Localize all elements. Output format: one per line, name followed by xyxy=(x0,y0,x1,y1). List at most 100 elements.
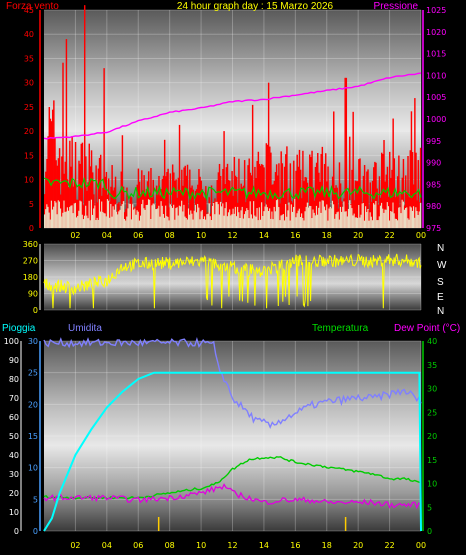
wind-base-bar xyxy=(160,201,162,228)
wind-bar xyxy=(335,185,337,228)
wind-bar xyxy=(49,118,52,228)
wind-base-bar xyxy=(130,219,133,228)
wind-bar xyxy=(166,172,168,228)
compass-w: W xyxy=(437,260,447,271)
wind-base-bar xyxy=(368,220,370,228)
wind-bar xyxy=(71,136,73,228)
wind-bar xyxy=(192,189,194,228)
wind-base-bar xyxy=(358,204,360,228)
wind-bar xyxy=(405,175,407,228)
wind-base-bar xyxy=(135,214,137,228)
wind-base-bar xyxy=(272,219,274,228)
wind-bar xyxy=(121,135,124,228)
wind-base-bar xyxy=(399,207,401,228)
wind-bar xyxy=(159,195,161,228)
wind-base-bar xyxy=(147,199,150,228)
wind-bar xyxy=(389,151,391,228)
wind-bar xyxy=(298,149,301,228)
wind-base-bar xyxy=(346,216,349,228)
wind-bar xyxy=(185,175,188,228)
wind-base-bar xyxy=(82,219,85,228)
x-tick-label-top-22: 22 xyxy=(384,231,394,240)
wind-base-bar xyxy=(71,205,73,228)
wind-bar xyxy=(278,163,280,228)
wind-base-bar xyxy=(138,220,141,228)
wind-base-bar xyxy=(56,214,59,228)
compass-n-top: N xyxy=(437,243,444,254)
wind-base-bar xyxy=(305,206,308,228)
wind-bar xyxy=(234,175,237,228)
wind-base-bar xyxy=(280,215,282,228)
wind-y-tick-25: 25 xyxy=(24,103,34,112)
wind-base-bar xyxy=(66,207,69,228)
wind-base-bar xyxy=(369,212,372,228)
wind-bar xyxy=(239,189,241,228)
wind-bar xyxy=(367,169,369,228)
wind-base-bar xyxy=(95,220,97,228)
wind-bar xyxy=(168,207,170,228)
wind-bar xyxy=(274,172,277,228)
wind-base-bar xyxy=(69,206,71,228)
wind-base-bar xyxy=(251,218,254,228)
wind-bar xyxy=(45,171,47,228)
wind-base-bar xyxy=(170,206,173,228)
wind-base-bar xyxy=(286,216,288,228)
wind-base-bar xyxy=(94,205,96,228)
wind-bar xyxy=(126,187,128,228)
wind-bar xyxy=(386,166,389,228)
wind-bar xyxy=(272,184,274,228)
wind-bar xyxy=(214,198,216,228)
wind-base-bar xyxy=(114,204,117,228)
wind-bar xyxy=(114,176,117,228)
wind-bar xyxy=(75,199,78,228)
wind-base-bar xyxy=(416,210,418,228)
wind-bar xyxy=(72,186,75,228)
wind-bar xyxy=(417,160,420,228)
wind-y-tick-40: 40 xyxy=(24,30,34,39)
wind-base-bar xyxy=(414,217,416,228)
wind-bar xyxy=(109,201,111,228)
wind-bar xyxy=(62,62,64,228)
x-tick-label-bottom-02: 02 xyxy=(70,541,80,550)
wind-base-bar xyxy=(103,213,105,228)
wind-base-bar xyxy=(113,209,116,228)
wind-base-bar xyxy=(374,204,376,228)
pressure-y-tick-985: 985 xyxy=(426,180,441,189)
wind-bar xyxy=(87,182,89,228)
wind-base-bar xyxy=(281,214,284,228)
pressure-label: Pressione xyxy=(374,1,419,12)
wind-base-bar xyxy=(75,217,78,228)
wind-base-bar xyxy=(57,200,60,228)
wind-base-bar xyxy=(184,216,186,228)
wind-base-bar xyxy=(67,210,70,228)
wind-base-bar xyxy=(419,202,422,228)
humidity-y-tick-100: 100 xyxy=(4,337,19,346)
wind-y-tick-10: 10 xyxy=(24,176,34,185)
humidity-line xyxy=(43,336,422,429)
wind-base-bar xyxy=(207,213,209,228)
wind-speed-label: Forza vento xyxy=(6,1,59,12)
wind-base-bar xyxy=(200,211,202,228)
wind-base-bar xyxy=(165,205,167,228)
wind-bar xyxy=(249,172,252,228)
wind-base-bar xyxy=(279,220,281,228)
wind-base-bar xyxy=(383,212,385,228)
wind-base-bar xyxy=(177,215,180,228)
wind-bar xyxy=(258,163,261,228)
wind-base-bar xyxy=(185,218,188,228)
wind-bar xyxy=(250,175,253,228)
wind-base-bar xyxy=(262,215,264,228)
wind-base-bar xyxy=(247,210,249,228)
wind-base-bar xyxy=(241,206,244,228)
wind-base-bar xyxy=(347,208,350,228)
wind-bar xyxy=(242,185,245,228)
wind-base-bar xyxy=(133,209,135,228)
wind-bar xyxy=(88,143,90,228)
wind-base-bar xyxy=(125,220,127,228)
wind-base-bar xyxy=(104,213,106,228)
wind-base-bar xyxy=(336,212,338,228)
x-tick-label-top-06: 06 xyxy=(133,231,143,240)
wind-bar xyxy=(90,150,93,228)
wind-base-bar xyxy=(349,200,351,228)
wind-bar xyxy=(269,146,271,228)
